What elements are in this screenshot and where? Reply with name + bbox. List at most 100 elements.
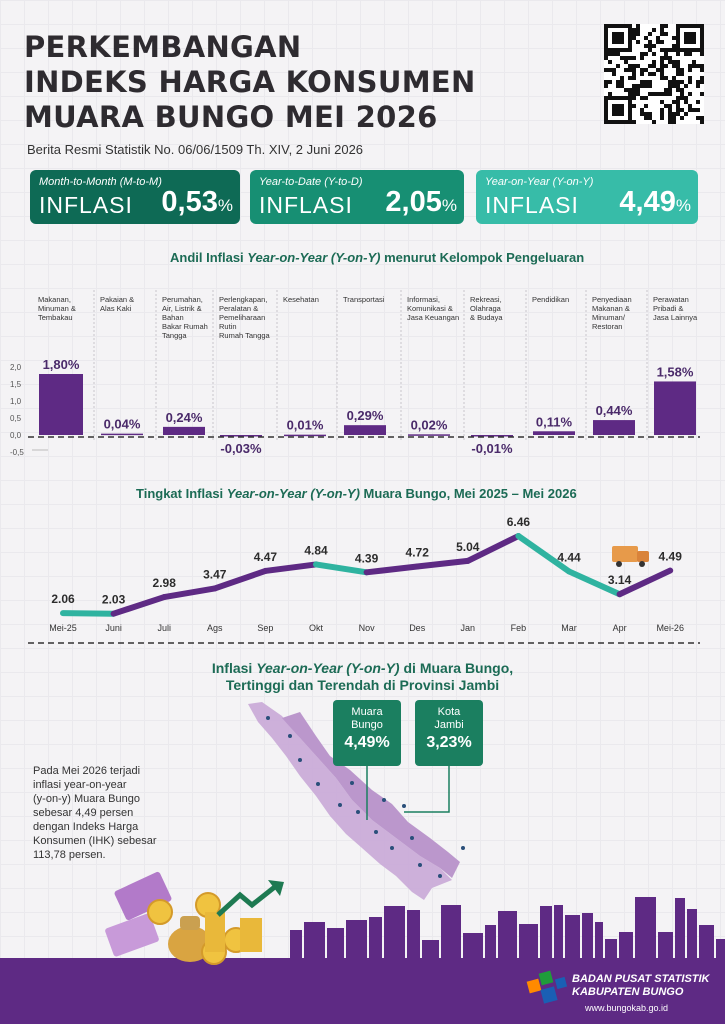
- qr-module: [648, 92, 652, 96]
- map-city-dot: [338, 803, 342, 807]
- qr-module: [660, 68, 664, 72]
- category-label-line: Perumahan,: [162, 295, 203, 304]
- qr-module: [640, 80, 644, 84]
- qr-finder: [684, 32, 696, 44]
- qr-module: [660, 56, 664, 60]
- line-segment: [363, 563, 421, 576]
- qr-module: [672, 60, 676, 64]
- city-box-muara-bungo: Muara Bungo 4,49%: [333, 700, 401, 766]
- qr-module: [684, 52, 688, 56]
- qr-module: [668, 60, 672, 64]
- qr-module: [668, 120, 672, 124]
- bar-value-label: 0,29%: [347, 408, 384, 423]
- bar-value-label: 0,44%: [596, 403, 633, 418]
- qr-module: [652, 92, 656, 96]
- qr-module: [660, 48, 664, 52]
- qr-module: [608, 52, 612, 56]
- category-label-line: Olahraga: [470, 304, 502, 313]
- qr-module: [636, 88, 640, 92]
- title-line: INDEKS HARGA KONSUMEN: [24, 65, 476, 99]
- map-city-dot: [402, 804, 406, 808]
- category-label-line: Rumah Tangga: [219, 331, 271, 340]
- qr-module: [664, 64, 668, 68]
- qr-module: [676, 68, 680, 72]
- qr-module: [664, 52, 668, 56]
- title-part: di Muara Bungo,: [399, 660, 514, 676]
- qr-module: [664, 48, 668, 52]
- category-label-line: Alas Kaki: [100, 304, 132, 313]
- summary-word: INFLASI: [259, 192, 353, 218]
- y-tick-label: 0,5: [10, 414, 22, 423]
- qr-module: [672, 44, 676, 48]
- qr-module: [632, 68, 636, 72]
- category-label: Rekreasi, Olahraga & Budaya: [470, 295, 503, 322]
- qr-module: [660, 60, 664, 64]
- category-label-line: Rekreasi,: [470, 295, 502, 304]
- qr-module: [636, 40, 640, 44]
- category-label-line: Minuman/: [592, 313, 626, 322]
- qr-module: [688, 108, 692, 112]
- note-text: Pada Mei 2026 terjadi inflasi year-on-ye…: [33, 764, 157, 862]
- qr-module: [668, 116, 672, 120]
- line-segment: [161, 585, 218, 601]
- category-label-line: Jasa Lainnya: [653, 313, 698, 322]
- qr-module: [660, 32, 664, 36]
- summary-label: Month-to-Month (M-to-M): [39, 176, 162, 188]
- qr-module: [664, 32, 668, 36]
- skyline-building: [346, 920, 367, 958]
- skyline-building: [635, 897, 656, 958]
- qr-module: [684, 112, 688, 116]
- qr-module: [668, 56, 672, 60]
- map-city-dot: [390, 846, 394, 850]
- qr-module: [696, 116, 700, 120]
- org-url[interactable]: www.bungokab.go.id: [585, 1003, 669, 1013]
- qr-module: [608, 68, 612, 72]
- map-city-dot: [298, 758, 302, 762]
- skyline-building: [675, 898, 685, 958]
- point-value-label: 4.44: [557, 550, 581, 564]
- x-tick-label: Mei-25: [49, 623, 77, 633]
- page-title: PERKEMBANGAN INDEKS HARGA KONSUMEN MUARA…: [24, 30, 476, 135]
- qr-module: [652, 120, 656, 124]
- title-italic: Year-on-Year (Y-on-Y): [256, 660, 400, 676]
- city-value: 4,49%: [344, 734, 390, 751]
- city-value: 3,23%: [426, 734, 472, 751]
- qr-module: [672, 48, 676, 52]
- qr-module: [648, 48, 652, 52]
- skyline-building: [327, 928, 344, 958]
- map-city-dot: [374, 830, 378, 834]
- category-label: Perumahan, Air, Listrik & Bahan Bakar Rumah…: [162, 295, 208, 340]
- qr-module: [636, 32, 640, 36]
- qr-finder: [612, 104, 624, 116]
- map-title: Inflasi Year-on-Year (Y-on-Y) di Muara B…: [0, 660, 725, 694]
- qr-module: [672, 84, 676, 88]
- qr-module: [604, 80, 608, 84]
- bar-value-label: 0,24%: [166, 410, 203, 425]
- bar: [408, 434, 450, 436]
- category-label-line: Pribadi &: [653, 304, 683, 313]
- line-segment: [211, 567, 269, 592]
- qr-module: [676, 52, 680, 56]
- summary-ytd: Year-to-Date (Y-to-D) INFLASI 2,05%: [250, 170, 464, 224]
- qr-module: [644, 68, 648, 72]
- category-label-line: Penyediaan: [592, 295, 632, 304]
- qr-module: [696, 100, 700, 104]
- qr-module: [664, 76, 668, 80]
- qr-module: [660, 76, 664, 80]
- point-value-label: 3.14: [608, 573, 632, 587]
- title-italic: Year-on-Year (Y-on-Y): [226, 486, 360, 501]
- map-city-dot: [410, 836, 414, 840]
- category-label: Perlengkapan, Peralatan & Pemeliharaan Ruti…: [219, 295, 271, 340]
- qr-module: [648, 116, 652, 120]
- line-segment: [515, 533, 572, 575]
- qr-module: [680, 92, 684, 96]
- qr-module: [652, 72, 656, 76]
- org-line: BADAN PUSAT STATISTIK: [572, 973, 710, 985]
- summary-label: Year-to-Date (Y-to-D): [259, 176, 363, 188]
- money-bag-icon: [168, 926, 212, 962]
- qr-module: [668, 88, 672, 92]
- qr-module: [632, 104, 636, 108]
- qr-module: [624, 60, 628, 64]
- qr-module: [660, 100, 664, 104]
- skyline-icon: [290, 897, 725, 958]
